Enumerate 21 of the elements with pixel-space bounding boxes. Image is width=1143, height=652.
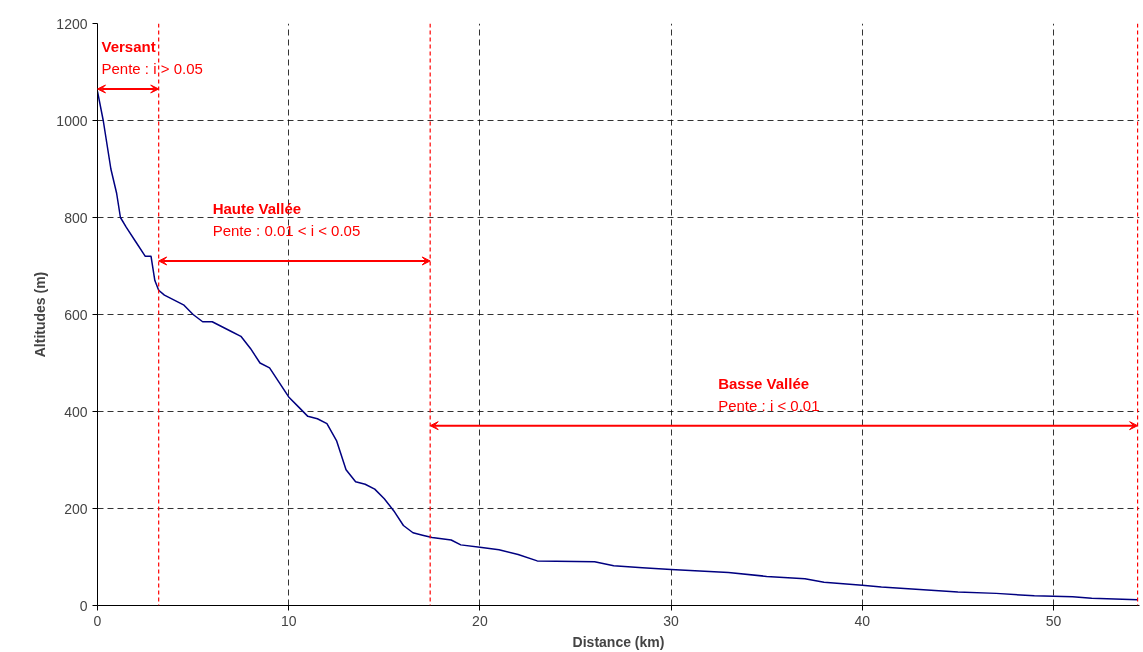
annotation: Haute Vallée: [212, 199, 302, 217]
y-tick-label: 200: [64, 500, 88, 517]
annotation: Pente : 0.01 < i < 0.05: [212, 221, 361, 239]
annotation: Pente : i < 0.01: [718, 396, 820, 414]
y-tick-label: 1000: [56, 112, 88, 129]
x-tick-label: 0: [93, 612, 102, 629]
y-axis-title: Altitudes (m): [32, 271, 49, 358]
annotation: Basse Vallée: [718, 374, 810, 392]
x-axis-title: Distance (km): [572, 633, 665, 650]
x-tick-label: 50: [1045, 612, 1062, 629]
y-tick-label: 600: [64, 306, 88, 323]
y-tick-label: 400: [64, 403, 88, 420]
y-tick-label: 1200: [56, 15, 88, 32]
annotation: Pente : i > 0.05: [101, 59, 203, 77]
x-tick-label: 10: [280, 612, 297, 629]
y-tick-label: 800: [64, 209, 88, 226]
annotation: Versant: [101, 37, 156, 55]
y-tick-label: 0: [79, 597, 88, 614]
x-tick-label: 20: [472, 612, 488, 629]
x-tick-label: 30: [663, 612, 680, 629]
x-tick-label: 40: [854, 612, 871, 629]
